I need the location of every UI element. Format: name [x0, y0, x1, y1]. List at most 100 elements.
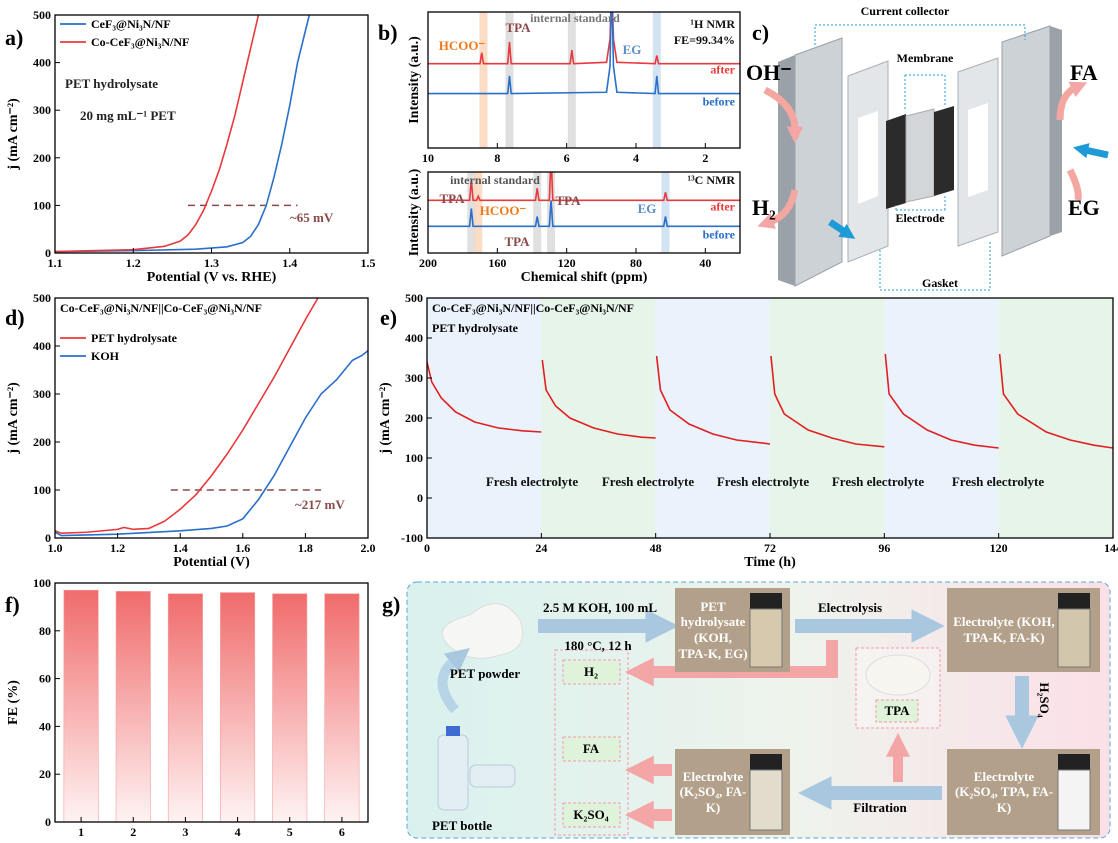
x-axis-label: Chemical shift (ppm): [521, 270, 648, 285]
y-tick-label: 20: [39, 767, 51, 781]
y-tick-label: 300: [33, 387, 51, 401]
vials: [749, 593, 1091, 831]
panel-label: b): [378, 20, 398, 45]
annotation: ¹³C NMR: [687, 173, 735, 187]
x-tick-label: 1.4: [282, 256, 297, 270]
x-tick-label: 24: [535, 541, 547, 555]
data-line: [428, 12, 740, 95]
annotation: ~217 mV: [295, 497, 345, 512]
label: FA: [583, 741, 600, 756]
x-tick-label: 160: [488, 256, 506, 270]
product-box: [562, 736, 621, 762]
label: FA: [1070, 60, 1098, 85]
x-tick-label: 1.2: [110, 541, 125, 555]
endplate-side: [1050, 26, 1062, 236]
x-tick-label: 5: [287, 825, 293, 839]
y-axis-label: FE (%): [6, 680, 21, 725]
series-label: after: [710, 199, 735, 213]
annotation: HCOO⁻: [439, 38, 486, 53]
y-tick-label: 100: [405, 451, 423, 465]
annotation: Fresh electrolyte: [717, 474, 810, 489]
series-label: before: [703, 227, 736, 241]
window: [858, 111, 878, 204]
label: Electrode: [895, 211, 945, 225]
label: Membrane: [897, 51, 954, 65]
annotation: TPA: [439, 191, 465, 206]
x-tick-label: 1.6: [235, 541, 250, 555]
annotation: PET hydrolysate: [65, 76, 158, 91]
label: H₂: [584, 664, 598, 679]
membrane-sheet: [905, 108, 935, 203]
annotation: ¹H NMR: [690, 17, 735, 31]
endplate-side: [778, 55, 795, 286]
peak-highlight: [474, 172, 483, 253]
label: 180 °C, 12 h: [564, 638, 632, 653]
panel-c: c) Current collector Membrane Electrode …: [746, 4, 1109, 291]
inlet-arrow: [1072, 143, 1109, 159]
y-axis-label: j (mA cm⁻²): [6, 98, 21, 171]
annotation: internal standard: [530, 11, 620, 25]
bottle-cap: [446, 726, 460, 736]
y-axis-label: Intensity (a.u.): [407, 168, 422, 256]
y-axis-label: j (mA cm⁻²): [6, 382, 21, 455]
bar: [167, 593, 203, 823]
x-tick-label: 1.4: [173, 541, 188, 555]
panel-label: g): [382, 592, 400, 617]
panel-label: e): [380, 305, 397, 330]
x-tick-label: 120: [990, 541, 1008, 555]
chart-subtitle: PET hydrolysate: [432, 321, 519, 335]
label: Current collector: [861, 4, 950, 18]
x-tick-label: 6: [339, 825, 345, 839]
legend-label: KOH: [91, 349, 120, 363]
panel-label: a): [5, 25, 23, 50]
background-band: [884, 298, 999, 538]
y-tick-label: 200: [33, 151, 51, 165]
y-tick-label: 0: [45, 246, 51, 260]
x-tick-label: 1.5: [361, 256, 376, 270]
annotation: Fresh electrolyte: [602, 474, 695, 489]
peak-highlight: [479, 12, 488, 148]
annotation: ~65 mV: [290, 210, 334, 225]
gasket-bracket: [879, 240, 991, 291]
vial-cap: [750, 754, 782, 770]
series-label: after: [710, 63, 735, 77]
label: OH⁻: [746, 60, 792, 85]
annotation: TPA: [504, 234, 530, 249]
label: TPA: [884, 703, 910, 718]
oh-arrow: [763, 86, 804, 144]
electrode-sheet: [934, 106, 954, 196]
data-line: [428, 12, 740, 65]
annotation: Fresh electrolyte: [832, 474, 925, 489]
label: Gasket: [922, 276, 958, 290]
data-line: [55, 298, 319, 535]
x-tick-label: 1.2: [126, 256, 141, 270]
y-axis-label: j (mA cm⁻²): [378, 382, 393, 455]
electrode-sheet: [886, 114, 906, 209]
y-tick-label: 400: [405, 331, 423, 345]
x-tick-label: 2: [702, 151, 708, 165]
y-tick-label: 200: [33, 435, 51, 449]
y-tick-label: 0: [45, 815, 51, 829]
data-line: [55, 15, 311, 253]
leader-lines: [895, 74, 946, 211]
window: [968, 103, 988, 197]
label: H₂: [752, 195, 776, 220]
vial: [749, 769, 783, 831]
x-tick-label: 10: [422, 151, 434, 165]
bar: [324, 593, 360, 823]
outlet-arrow: [828, 219, 856, 239]
peak-highlight: [547, 172, 556, 253]
data-line: [427, 353, 1113, 449]
box-text: Electrolyte (KOH, TPA-K, FA-K): [953, 614, 1055, 645]
x-tick-label: 80: [630, 256, 642, 270]
label: H₂SO₄: [1037, 682, 1052, 717]
vial-cap: [1058, 754, 1090, 770]
x-tick-label: 2.0: [361, 541, 376, 555]
panel-label: f): [5, 592, 20, 617]
x-tick-label: 144: [1104, 541, 1118, 555]
x-tick-label: 4: [235, 825, 241, 839]
bar: [115, 591, 151, 823]
annotation: Fresh electrolyte: [952, 474, 1045, 489]
